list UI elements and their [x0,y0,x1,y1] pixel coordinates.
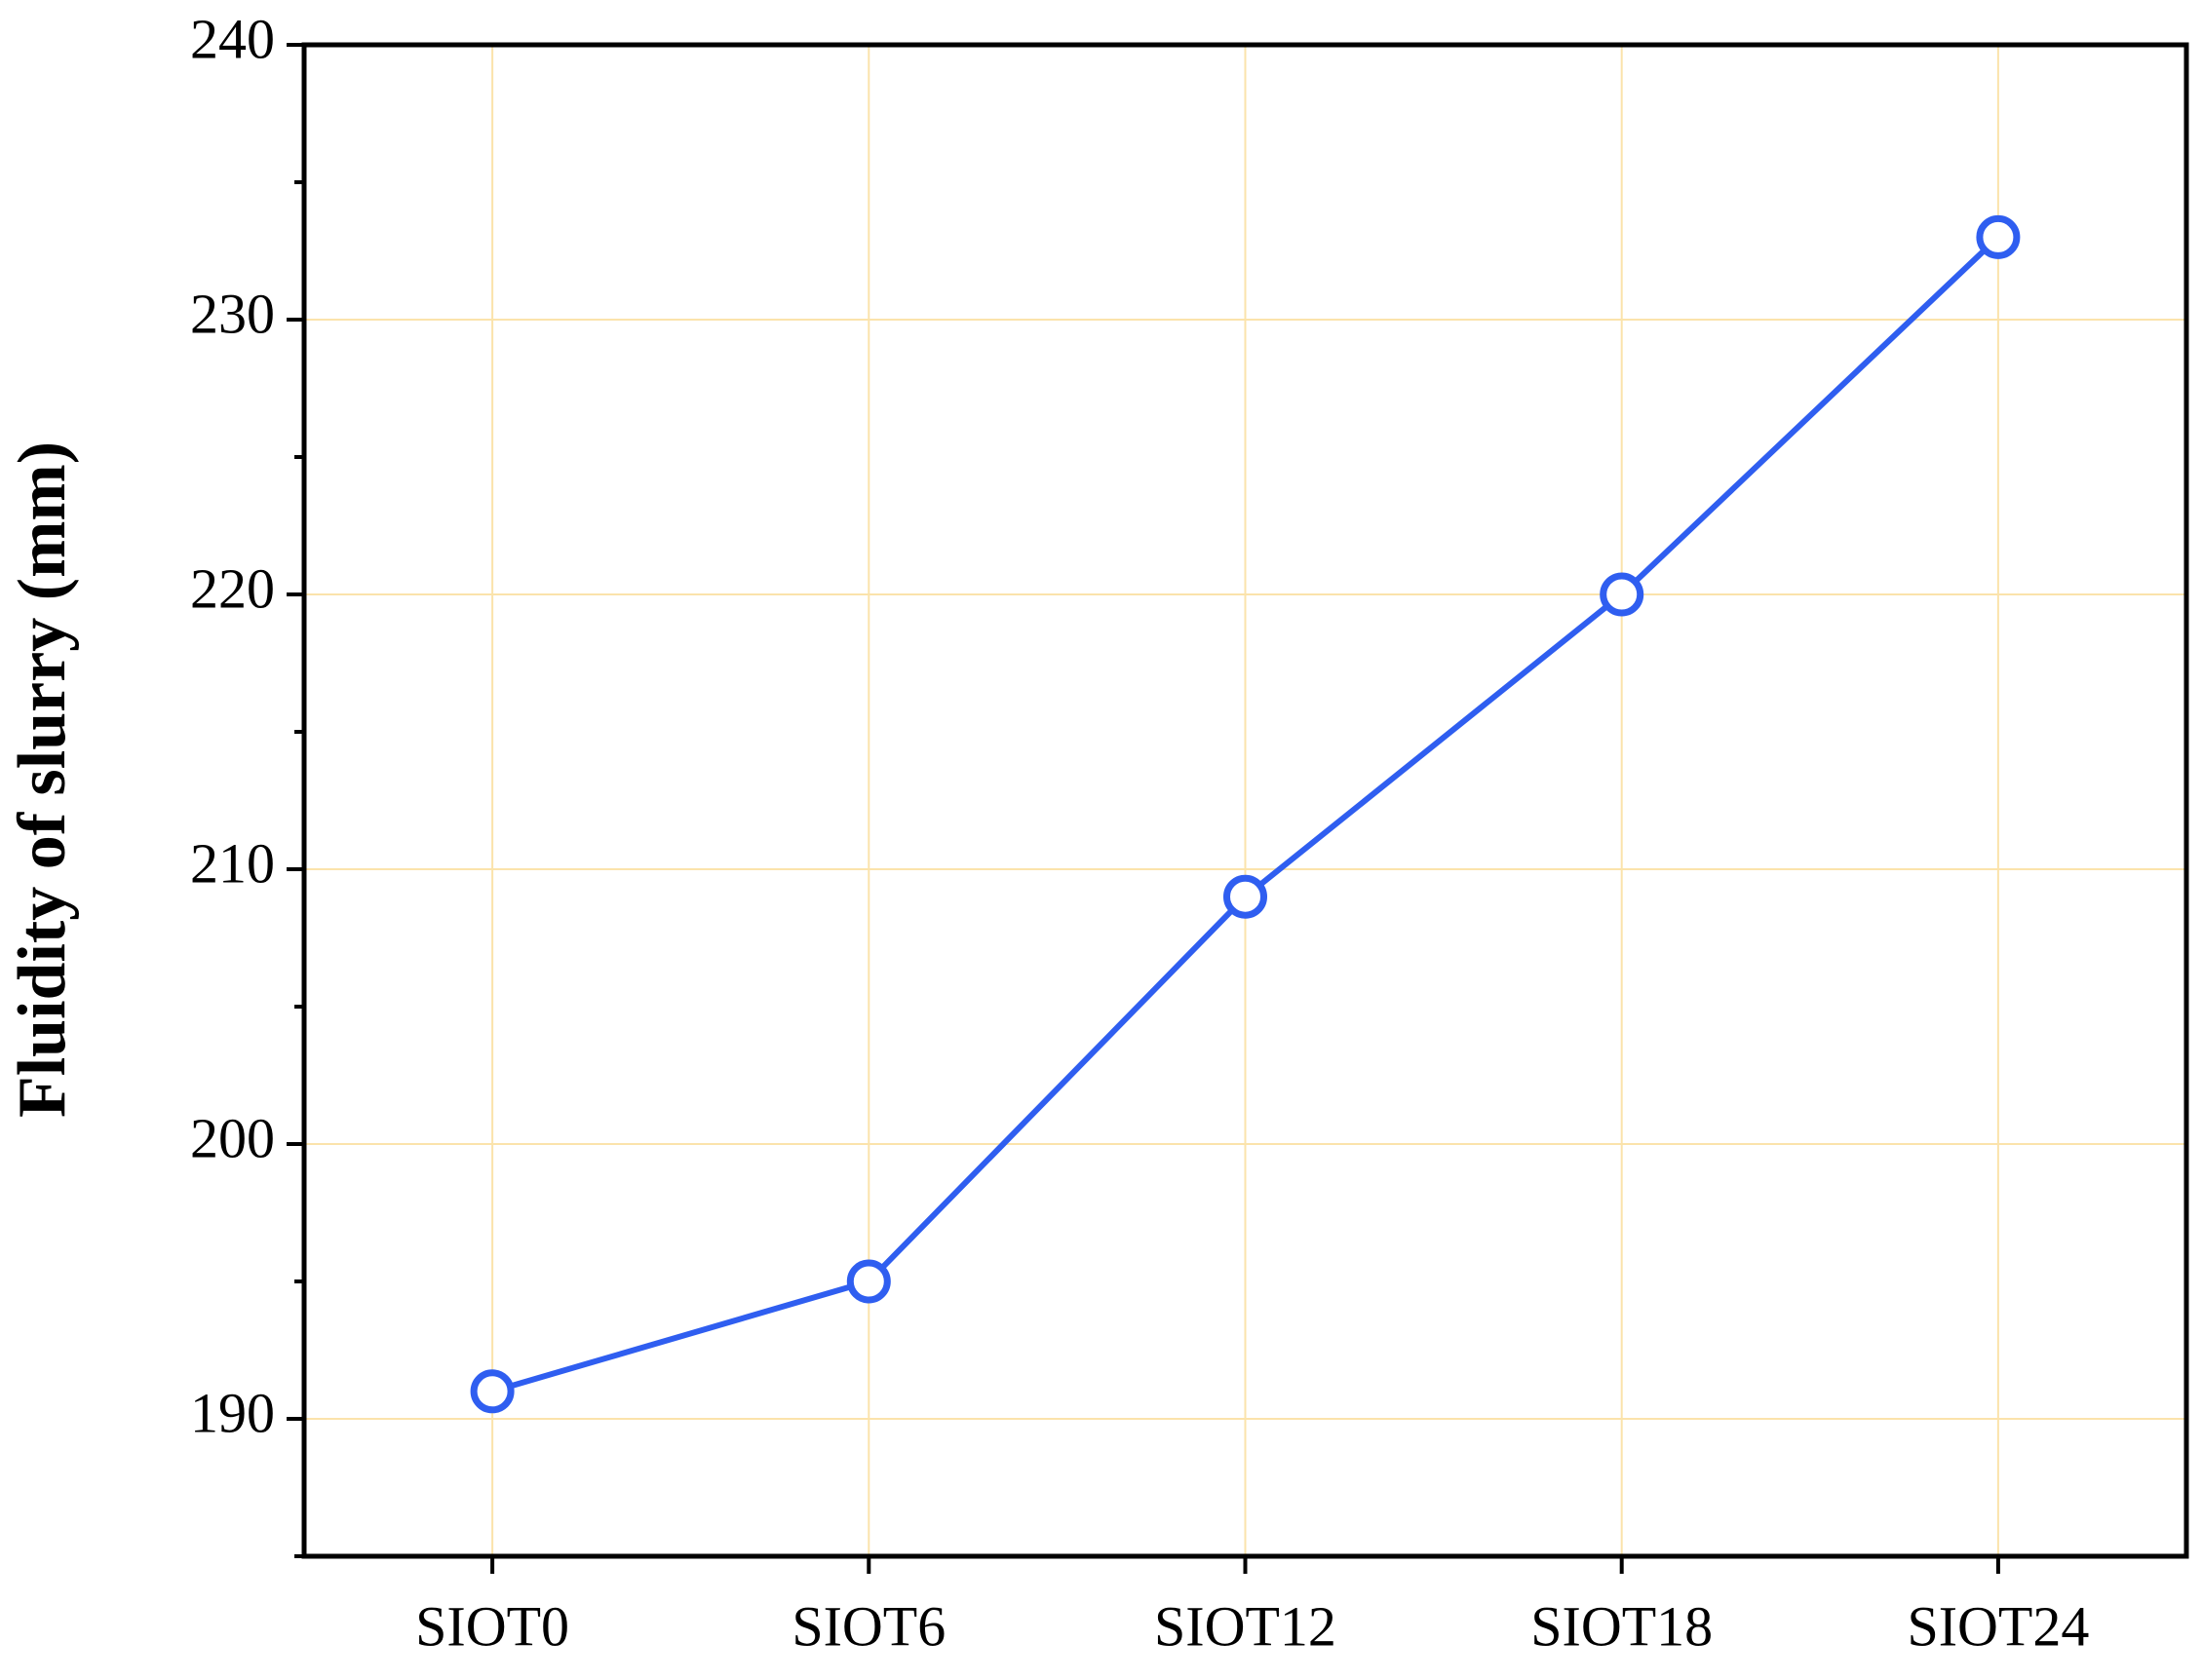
x-tick-label: SIOT18 [1530,1594,1713,1658]
data-point [470,1369,515,1414]
y-tick-label: 240 [190,7,275,70]
y-axis-label: Fluidity of slurry (mm) [5,441,80,1118]
data-point [846,1259,891,1304]
data-point [1976,214,2021,259]
x-tick-label: SIOT0 [415,1594,569,1658]
y-tick-label: 210 [190,831,275,895]
x-tick-label: SIOT24 [1907,1594,2089,1658]
x-tick-label: SIOT12 [1154,1594,1336,1658]
y-tick-label: 190 [190,1381,275,1444]
y-tick-label: 220 [190,556,275,620]
data-point [1600,572,1644,617]
y-tick-label: 230 [190,282,275,345]
y-tick-label: 200 [190,1106,275,1169]
plot-frame [301,42,2189,1559]
x-tick-label: SIOT6 [792,1594,946,1658]
data-point [1223,874,1267,919]
